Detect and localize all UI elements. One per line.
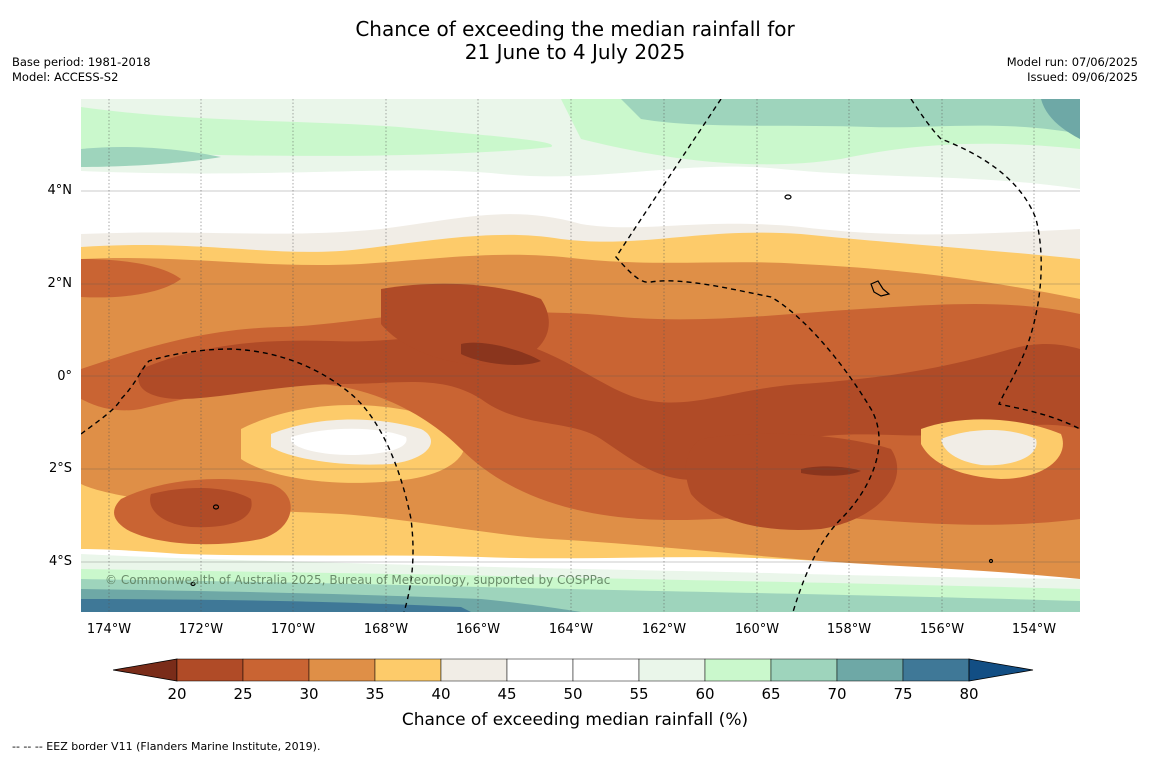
colorbar-tick-label: 75	[893, 685, 913, 703]
colorbar-tick-label: 60	[695, 685, 715, 703]
lon-label-160w: 160°W	[734, 622, 780, 637]
title-line-1: Chance of exceeding the median rainfall …	[355, 17, 795, 41]
colorbar-low-extension	[112, 658, 178, 682]
model-text: Model: ACCESS-S2	[12, 70, 119, 84]
colorbar-segment	[374, 658, 442, 682]
colorbar-graphic	[112, 658, 1034, 682]
colorbar-segment	[704, 658, 772, 682]
rainfall-map-canvas	[81, 99, 1080, 612]
colorbar-segment	[440, 658, 508, 682]
colorbar-tick-label: 65	[761, 685, 781, 703]
colorbar-tick-label: 40	[431, 685, 451, 703]
copyright-text: © Commonwealth of Australia 2025, Bureau…	[105, 573, 611, 587]
colorbar-tick-label: 20	[167, 685, 187, 703]
lon-label-162w: 162°W	[641, 622, 687, 637]
colorbar-segment	[176, 658, 244, 682]
colorbar-segment	[902, 658, 970, 682]
colorbar-segment	[242, 658, 310, 682]
colorbar-segment	[770, 658, 838, 682]
metadata-right: Model run: 07/06/2025 Issued: 09/06/2025	[1007, 55, 1138, 85]
colorbar-segment	[308, 658, 376, 682]
issued-text: Issued: 09/06/2025	[1027, 70, 1138, 84]
map-title: Chance of exceeding the median rainfall …	[0, 18, 1150, 64]
colorbar-segment	[506, 658, 574, 682]
metadata-left: Base period: 1981-2018 Model: ACCESS-S2	[12, 55, 151, 85]
eez-footnote: -- -- -- EEZ border V11 (Flanders Marine…	[12, 740, 321, 753]
colorbar-tick-label: 80	[959, 685, 979, 703]
lat-label-4s: 4°S	[48, 554, 72, 569]
lon-label-164w: 164°W	[548, 622, 594, 637]
lon-label-158w: 158°W	[826, 622, 872, 637]
colorbar-segment	[572, 658, 640, 682]
colorbar-tick-label: 55	[629, 685, 649, 703]
lon-label-170w: 170°W	[270, 622, 316, 637]
lat-label-2n: 2°N	[47, 276, 73, 291]
lon-label-168w: 168°W	[363, 622, 409, 637]
colorbar-segment	[638, 658, 706, 682]
lon-label-174w: 174°W	[86, 622, 132, 637]
base-period-text: Base period: 1981-2018	[12, 55, 151, 69]
colorbar-tick-label: 45	[497, 685, 517, 703]
colorbar-label: Chance of exceeding median rainfall (%)	[401, 710, 749, 730]
colorbar	[112, 657, 1037, 689]
lat-label-0: 0°	[57, 369, 72, 384]
title-line-2: 21 June to 4 July 2025	[464, 40, 686, 64]
colorbar-tick-label: 30	[299, 685, 319, 703]
colorbar-high-extension	[968, 658, 1034, 682]
lon-label-156w: 156°W	[919, 622, 965, 637]
colorbar-tick-label: 35	[365, 685, 385, 703]
model-run-text: Model run: 07/06/2025	[1006, 55, 1138, 69]
lat-label-4n: 4°N	[47, 183, 73, 198]
colorbar-segment	[836, 658, 904, 682]
colorbar-tick-label: 70	[827, 685, 847, 703]
lon-label-172w: 172°W	[178, 622, 224, 637]
colorbar-tick-label: 25	[233, 685, 253, 703]
rainfall-map: © Commonwealth of Australia 2025, Bureau…	[81, 99, 1080, 612]
lon-label-166w: 166°W	[455, 622, 501, 637]
lon-label-154w: 154°W	[1011, 622, 1057, 637]
colorbar-tick-label: 50	[563, 685, 583, 703]
lat-label-2s: 2°S	[48, 461, 72, 476]
